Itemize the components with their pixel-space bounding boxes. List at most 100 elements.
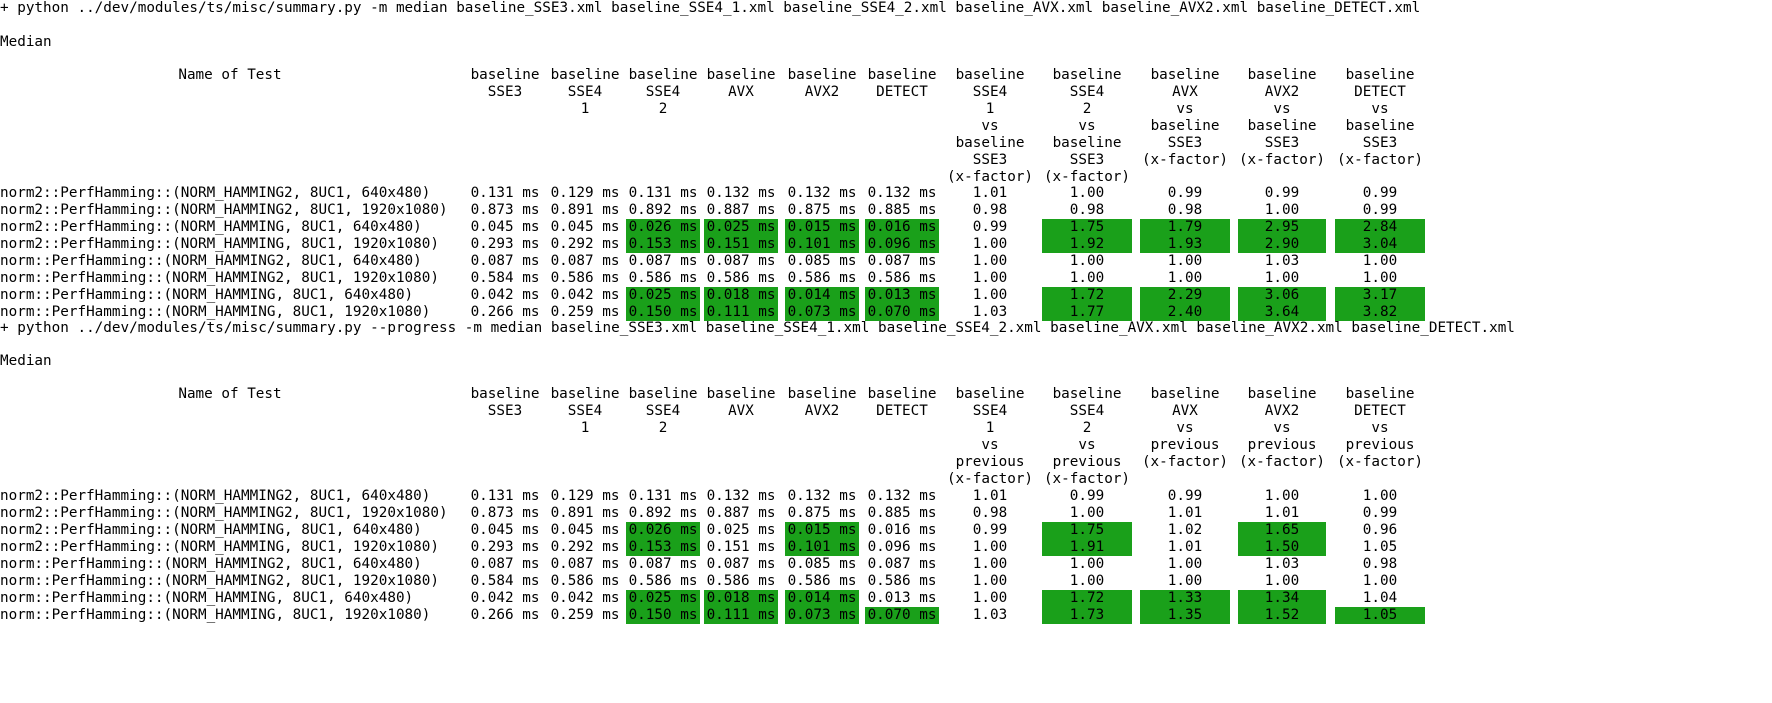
column-header-line: 1	[985, 420, 995, 436]
x-factor-cell: 1.05	[1362, 539, 1398, 555]
time-cell: 0.293 ms	[470, 539, 540, 555]
x-factor-cell: 1.00	[1362, 253, 1398, 269]
column-header-line: (x-factor)	[1043, 471, 1131, 487]
x-factor-cell: 0.98	[972, 202, 1008, 218]
time-cell: 0.586 ms	[787, 573, 857, 589]
column-header-line: (x-factor)	[1141, 454, 1229, 470]
column-header-line: previous	[1150, 437, 1220, 453]
column-header-line: baseline	[1052, 67, 1122, 83]
time-cell: 0.892 ms	[628, 505, 698, 521]
column-header-line: baseline	[550, 67, 620, 83]
x-factor-cell: 1.00	[972, 539, 1008, 555]
time-cell: 0.025 ms	[704, 219, 778, 236]
time-cell: 0.042 ms	[470, 590, 540, 606]
column-header-line: AVX2	[804, 84, 840, 100]
column-header-line: 1	[985, 101, 995, 117]
x-factor-cell: 2.84	[1335, 219, 1425, 236]
time-cell: 0.586 ms	[550, 270, 620, 286]
x-factor-cell: 1.01	[972, 185, 1008, 201]
x-factor-cell: 1.00	[1167, 556, 1203, 572]
time-cell: 0.891 ms	[550, 202, 620, 218]
x-factor-cell: 1.52	[1238, 607, 1326, 624]
time-cell: 0.018 ms	[704, 590, 778, 607]
x-factor-cell: 0.99	[1167, 185, 1203, 201]
column-header-line: DETECT	[1354, 403, 1406, 419]
x-factor-cell: 1.01	[972, 488, 1008, 504]
time-cell: 0.087 ms	[470, 556, 540, 572]
column-header-line: vs	[981, 437, 999, 453]
x-factor-cell: 1.00	[1069, 185, 1105, 201]
x-factor-cell: 1.00	[1362, 488, 1398, 504]
time-cell: 0.096 ms	[867, 539, 937, 555]
test-name: norm2::PerfHamming::(NORM_HAMMING, 8UC1,…	[0, 522, 422, 538]
x-factor-cell: 1.00	[1167, 270, 1203, 286]
time-cell: 0.586 ms	[628, 270, 698, 286]
time-cell: 0.873 ms	[470, 202, 540, 218]
time-cell: 0.586 ms	[787, 270, 857, 286]
x-factor-cell: 1.01	[1167, 539, 1203, 555]
x-factor-cell: 0.99	[1362, 202, 1398, 218]
column-header-line: SSE3	[1069, 152, 1105, 168]
column-header-line: baseline	[1150, 67, 1220, 83]
column-header-line: (x-factor)	[946, 169, 1034, 185]
column-header-line: SSE4	[972, 403, 1008, 419]
time-cell: 0.266 ms	[470, 607, 540, 623]
time-cell: 0.132 ms	[867, 185, 937, 201]
x-factor-cell: 1.00	[972, 573, 1008, 589]
time-cell: 0.045 ms	[470, 219, 540, 235]
test-name: norm::PerfHamming::(NORM_HAMMING2, 8UC1,…	[0, 253, 422, 269]
time-cell: 0.087 ms	[706, 253, 776, 269]
column-header-line: baseline	[1247, 118, 1317, 134]
column-header-line: (x-factor)	[1336, 454, 1424, 470]
column-header-line: AVX2	[1264, 84, 1300, 100]
time-cell: 0.045 ms	[550, 522, 620, 538]
x-factor-cell: 3.06	[1238, 287, 1326, 304]
time-cell: 0.259 ms	[550, 607, 620, 623]
time-cell: 0.025 ms	[706, 522, 776, 538]
time-cell: 0.018 ms	[704, 287, 778, 304]
time-cell: 0.070 ms	[865, 304, 939, 321]
time-cell: 0.153 ms	[626, 539, 700, 556]
time-cell: 0.885 ms	[867, 505, 937, 521]
test-name: norm::PerfHamming::(NORM_HAMMING, 8UC1, …	[0, 590, 414, 606]
time-cell: 0.042 ms	[550, 287, 620, 303]
column-header-line: baseline	[955, 386, 1025, 402]
x-factor-cell: 1.00	[972, 253, 1008, 269]
x-factor-cell: 1.77	[1042, 304, 1132, 321]
column-header-line: AVX2	[1264, 403, 1300, 419]
column-header-line: baseline	[787, 67, 857, 83]
column-header-line: baseline	[787, 386, 857, 402]
column-header-line: SSE4	[645, 403, 681, 419]
time-cell: 0.885 ms	[867, 202, 937, 218]
command-line: + python ../dev/modules/ts/misc/summary.…	[0, 0, 1421, 16]
time-cell: 0.015 ms	[785, 219, 859, 236]
time-cell: 0.266 ms	[470, 304, 540, 320]
time-cell: 0.891 ms	[550, 505, 620, 521]
time-cell: 0.292 ms	[550, 539, 620, 555]
time-cell: 0.025 ms	[626, 287, 700, 304]
x-factor-cell: 1.35	[1140, 607, 1230, 624]
column-header-line: previous	[1052, 454, 1122, 470]
column-header-line: vs	[1371, 420, 1389, 436]
test-name: norm2::PerfHamming::(NORM_HAMMING, 8UC1,…	[0, 236, 439, 252]
time-cell: 0.887 ms	[706, 202, 776, 218]
time-cell: 0.586 ms	[628, 573, 698, 589]
column-header-line: 1	[580, 420, 590, 436]
column-header-line: SSE4	[1069, 403, 1105, 419]
time-cell: 0.025 ms	[626, 590, 700, 607]
test-name: norm::PerfHamming::(NORM_HAMMING, 8UC1, …	[0, 304, 431, 320]
time-cell: 0.073 ms	[785, 304, 859, 321]
time-cell: 0.045 ms	[470, 522, 540, 538]
x-factor-cell: 1.04	[1362, 590, 1398, 606]
column-header-line: (x-factor)	[1238, 152, 1326, 168]
x-factor-cell: 1.00	[1069, 270, 1105, 286]
x-factor-cell: 2.29	[1140, 287, 1230, 304]
x-factor-cell: 0.99	[1362, 505, 1398, 521]
test-name: norm::PerfHamming::(NORM_HAMMING2, 8UC1,…	[0, 573, 439, 589]
column-header-line: baseline	[1150, 386, 1220, 402]
x-factor-cell: 1.03	[1264, 253, 1300, 269]
column-header-line: baseline	[1150, 118, 1220, 134]
column-header-line: baseline	[1052, 135, 1122, 151]
column-header-line: vs	[1273, 420, 1291, 436]
x-factor-cell: 1.33	[1140, 590, 1230, 607]
